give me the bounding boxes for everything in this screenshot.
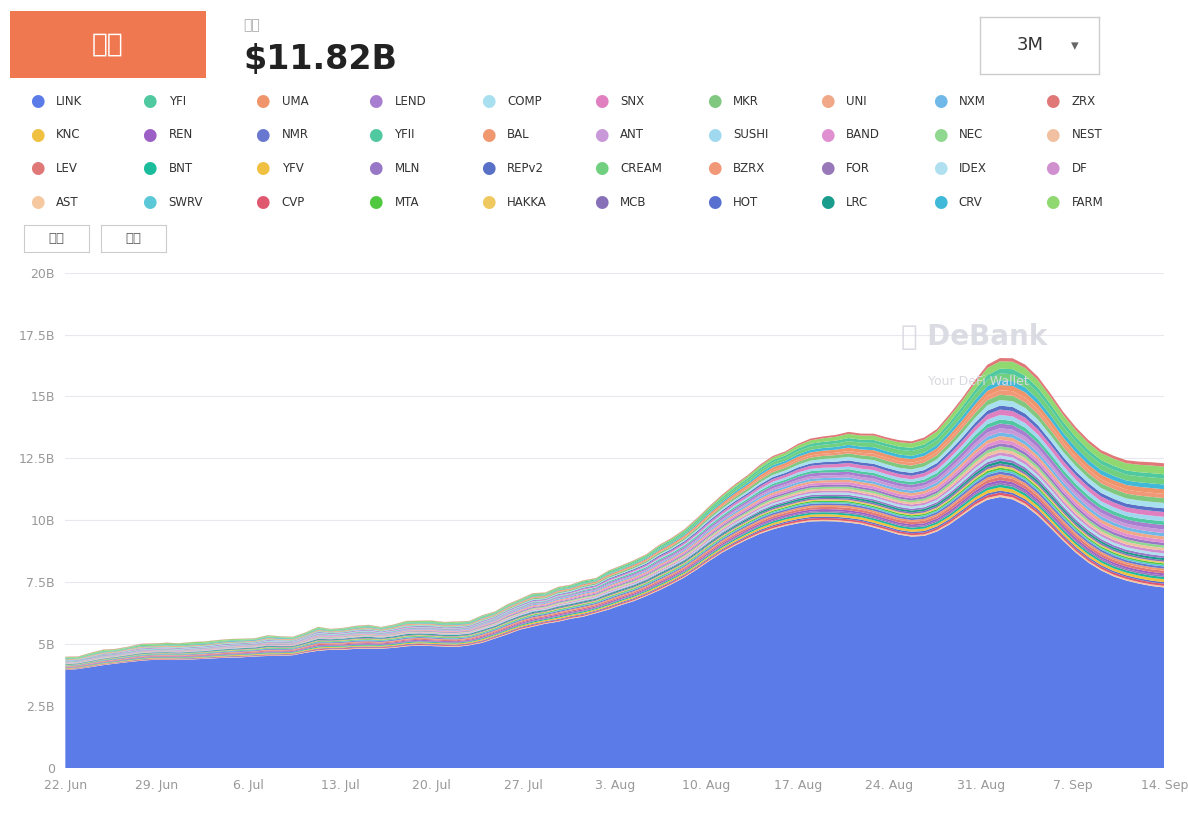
Text: NXM: NXM [959,95,986,107]
Text: YFII: YFII [394,128,415,141]
Text: ●: ● [481,159,495,178]
Text: 3M: 3M [1017,36,1043,55]
Text: 市值: 市值 [244,18,260,31]
Text: ●: ● [1045,193,1060,211]
Text: $11.82B: $11.82B [244,43,398,76]
Text: ●: ● [255,126,270,144]
Text: LINK: LINK [56,95,82,107]
Text: ●: ● [368,92,383,110]
Text: FARM: FARM [1072,196,1104,208]
Text: ●: ● [933,159,947,178]
Text: CREAM: CREAM [620,162,662,175]
Text: 清空: 清空 [126,232,141,244]
Text: ●: ● [143,193,157,211]
Text: ●: ● [481,92,495,110]
Text: LEV: LEV [56,162,77,175]
Text: ●: ● [255,92,270,110]
Text: ●: ● [933,92,947,110]
Text: ●: ● [933,193,947,211]
Text: ▾: ▾ [1072,38,1079,53]
Text: ●: ● [820,193,834,211]
Text: DF: DF [1072,162,1087,175]
Text: ●: ● [594,92,608,110]
Text: ●: ● [820,126,834,144]
Text: BAL: BAL [507,128,530,141]
Text: ●: ● [368,159,383,178]
Text: IDEX: IDEX [959,162,986,175]
Text: ●: ● [594,126,608,144]
Text: COMP: COMP [507,95,542,107]
Text: ●: ● [368,126,383,144]
Text: HAKKA: HAKKA [507,196,546,208]
Text: ●: ● [30,92,44,110]
Text: SUSHI: SUSHI [733,128,769,141]
Text: 全选: 全选 [49,232,64,244]
Text: ●: ● [707,92,721,110]
Text: ●: ● [30,159,44,178]
Text: BZRX: BZRX [733,162,765,175]
Text: ●: ● [143,92,157,110]
Text: MTA: MTA [394,196,419,208]
Text: ●: ● [30,126,44,144]
Text: ●: ● [30,193,44,211]
Text: FOR: FOR [846,162,870,175]
Text: ●: ● [1045,126,1060,144]
Text: UNI: UNI [846,95,866,107]
Text: BNT: BNT [169,162,192,175]
Text: ●: ● [1045,159,1060,178]
Text: 市值: 市值 [91,31,124,58]
Text: ●: ● [143,126,157,144]
Text: LEND: LEND [394,95,426,107]
Text: HOT: HOT [733,196,758,208]
Text: CRV: CRV [959,196,982,208]
Text: ●: ● [707,193,721,211]
Text: ●: ● [255,159,270,178]
Text: ●: ● [481,193,495,211]
Text: CVP: CVP [282,196,305,208]
Text: ●: ● [820,159,834,178]
Text: NMR: NMR [282,128,309,141]
Text: YFV: YFV [282,162,303,175]
Text: YFI: YFI [169,95,185,107]
Text: LRC: LRC [846,196,868,208]
Text: SNX: SNX [620,95,644,107]
Text: Your DeFi Wallet: Your DeFi Wallet [928,375,1029,388]
Text: UMA: UMA [282,95,308,107]
Text: ●: ● [707,126,721,144]
Text: MCB: MCB [620,196,646,208]
Text: ●: ● [594,193,608,211]
Text: REPv2: REPv2 [507,162,544,175]
Text: REN: REN [169,128,192,141]
Text: BAND: BAND [846,128,880,141]
Text: AST: AST [56,196,78,208]
Text: ●: ● [255,193,270,211]
Text: MKR: MKR [733,95,759,107]
Text: NEC: NEC [959,128,984,141]
Text: MLN: MLN [394,162,419,175]
Text: ●: ● [933,126,947,144]
Text: ●: ● [368,193,383,211]
Text: ANT: ANT [620,128,644,141]
Text: KNC: KNC [56,128,81,141]
Text: ●: ● [481,126,495,144]
Text: ZRX: ZRX [1072,95,1095,107]
Text: ●: ● [594,159,608,178]
Text: ●: ● [1045,92,1060,110]
Text: ●: ● [707,159,721,178]
Text: ●: ● [820,92,834,110]
Text: SWRV: SWRV [169,196,203,208]
Text: ●: ● [143,159,157,178]
Text: ␧ DeBank: ␧ DeBank [901,323,1047,351]
Text: NEST: NEST [1072,128,1102,141]
